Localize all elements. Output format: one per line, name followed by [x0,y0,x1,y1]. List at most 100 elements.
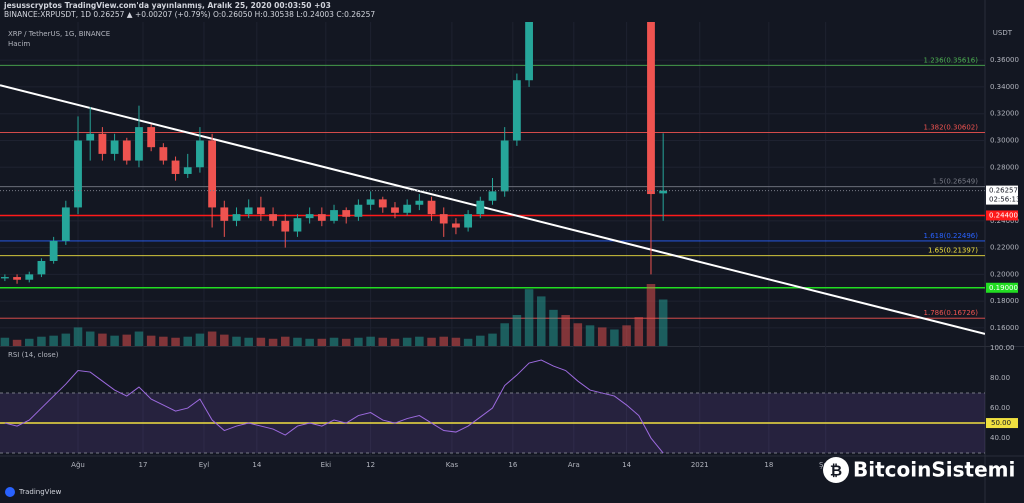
volume-bar [183,336,193,346]
volume-bar [134,331,144,346]
candle-body [110,140,119,154]
volume-bar [37,336,46,346]
candle-body [25,274,34,280]
candle-body [86,133,95,141]
x-tick-label: 14 [252,461,261,469]
volume-bar [49,335,58,346]
y-tick-label: 0.28000 [990,163,1019,171]
fib-label: 1.382(0.30602) [924,123,979,131]
volume-bar [305,338,314,346]
candle-body [427,200,436,215]
candle-body [647,22,655,195]
watermark-icon: ₿ [830,462,842,480]
volume-bar [476,335,485,346]
volume-bar [110,335,119,346]
volume-bar [585,325,595,346]
price-tag-label: 0.24400 [989,211,1018,219]
last-price-tag [986,185,1018,205]
candle-body [49,240,58,261]
candle-body [208,140,217,208]
candle-body [74,140,82,208]
x-tick-label: Ağu [71,461,85,469]
candle-body [354,204,363,217]
candle-body [403,204,412,213]
fib-label: 1.618(0.22496) [924,232,979,240]
candle-body [244,207,253,215]
y-tick-label: 0.30000 [990,136,1019,144]
volume-bar [549,309,558,346]
rsi-title: RSI (14, close) [8,351,59,359]
y-tick-label: 0.18000 [990,297,1019,305]
candle-body [232,214,241,221]
symbol-line: BINANCE:XRPUSDT, 1D 0.26257 ▲ +0.00207 (… [4,10,375,19]
candle-body [391,207,399,213]
candle-body [476,200,485,215]
candle-body [256,207,265,215]
volume-title: Hacim [8,40,30,48]
candle-body [293,218,302,232]
volume-bar [658,299,668,346]
rsi-tick-label: 80.00 [990,374,1010,382]
candle-body [464,214,473,228]
volume-bar [122,334,132,346]
candle-body [122,140,131,161]
volume-bar [293,337,302,346]
brand-name: TradingView [18,488,62,496]
x-tick-label: Ara [568,461,580,469]
brand-logo [5,487,15,497]
y-tick-label: 0.16000 [990,324,1019,332]
watermark-text: BitcoinSistemi [853,458,1015,482]
x-tick-label: 14 [622,461,631,469]
y-tick-label: 0.24000 [990,217,1019,225]
y-tick-label: 0.20000 [990,270,1019,278]
fib-label: 1.65(0.21397) [928,247,978,255]
volume-bar [512,315,522,346]
volume-bar [634,317,644,346]
watermark: ₿ BitcoinSistemi [823,457,1015,483]
volume-bar [61,333,71,346]
price-tag [986,282,1018,293]
volume-bar [415,336,424,346]
price-tag [986,210,1018,221]
countdown: 02:56:13 [989,196,1020,204]
x-tick-label: 12 [366,461,375,469]
volume-bar [646,284,656,346]
candle-body [61,207,70,241]
volume-bar [488,333,497,346]
currency: USDT [993,29,1013,37]
volume-bar [159,336,168,346]
candle-body [171,160,180,174]
candle-body [500,140,509,192]
trendline [0,84,985,335]
volume-bar [85,331,95,346]
x-tick-label: 17 [139,461,148,469]
x-tick-label: Kas [446,461,459,469]
rsi-line [4,359,664,454]
volume-bar [427,337,436,346]
volume-bar [536,296,546,346]
candle-body [452,223,460,228]
candle-body [378,199,387,208]
y-tick-label: 0.22000 [990,244,1019,252]
rsi-tick-label: 60.00 [990,404,1010,412]
volume-bar [622,325,631,346]
candle-body [512,80,521,141]
volume-bar [573,323,583,346]
last-price-label: 0.26257 [989,187,1018,195]
candle-body [342,210,351,217]
volume-bar [24,338,34,346]
volume-bar [610,329,619,346]
volume-bar [171,337,180,346]
watermark-logo [823,457,849,483]
candle-body [183,167,192,174]
volume-bar [329,337,339,346]
candle-body [281,220,290,232]
volume-bar [463,338,473,346]
y-tick-label: 0.32000 [990,110,1019,118]
rsi-tick-label: 40.00 [990,434,1010,442]
volume-bar [195,333,205,346]
volume-bar [98,333,107,346]
x-tick-label: 2021 [691,461,709,469]
volume-bar [280,336,290,346]
candle-body [196,140,204,168]
